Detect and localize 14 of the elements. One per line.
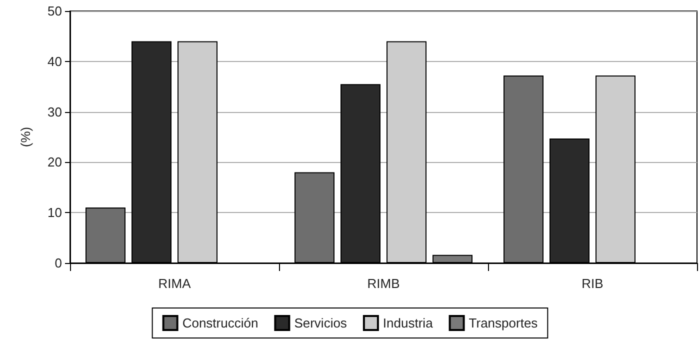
legend-label: Industria xyxy=(382,316,434,330)
legend-label: Servicios xyxy=(294,316,348,330)
x-tick-label: RIB xyxy=(582,276,604,291)
y-tick-label: 10 xyxy=(48,205,62,220)
y-axis-title: (%) xyxy=(18,126,33,148)
x-tick-label: RIMB xyxy=(367,276,400,291)
legend-label: Transportes xyxy=(468,316,538,330)
y-tick-label: 20 xyxy=(48,154,62,170)
legend-label: Construcción xyxy=(182,316,258,330)
y-tick-label: 40 xyxy=(48,54,62,69)
y-tick-label: 50 xyxy=(48,4,62,18)
x-tick-label: RIMA xyxy=(158,276,192,291)
y-tick-label: 0 xyxy=(54,256,62,270)
y-tick-label: 30 xyxy=(48,104,62,120)
